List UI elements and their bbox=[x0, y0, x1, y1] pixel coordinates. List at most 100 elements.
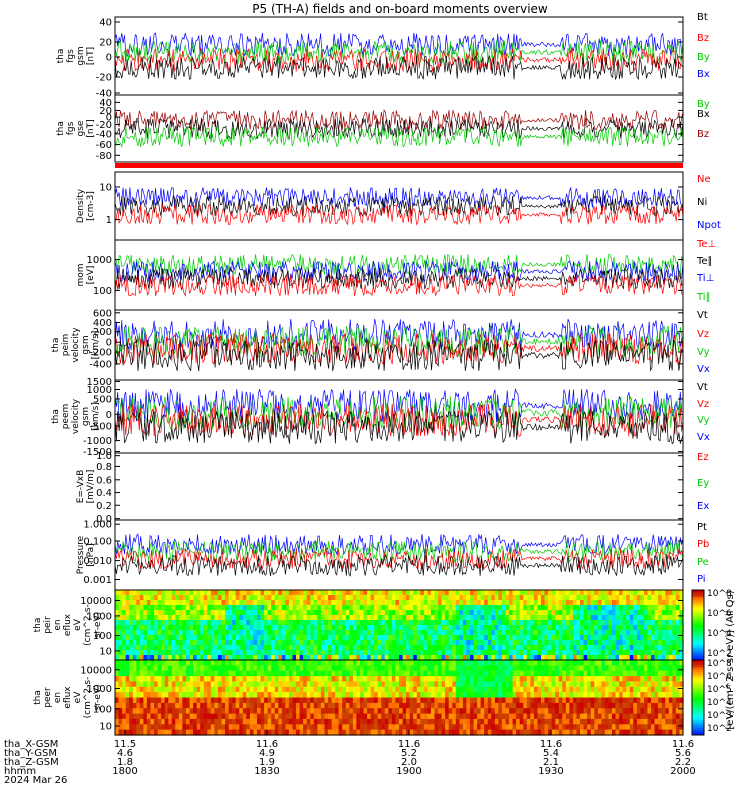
spectrogram-cell bbox=[416, 590, 421, 596]
spectrogram-cell bbox=[335, 605, 340, 611]
spectrogram-cell bbox=[594, 718, 599, 725]
spectrogram-cell bbox=[583, 681, 588, 688]
spectrogram-cell bbox=[367, 615, 372, 621]
colorbar-cell bbox=[692, 692, 704, 696]
spectrogram-cell bbox=[477, 620, 482, 626]
spectrogram-cell bbox=[320, 610, 325, 616]
spectrogram-cell bbox=[523, 615, 528, 621]
spectrogram-cell bbox=[668, 620, 673, 626]
spectrogram-cell bbox=[505, 692, 510, 699]
spectrogram-cell bbox=[299, 615, 304, 621]
spectrogram-cell bbox=[537, 630, 542, 636]
spectrogram-cell bbox=[139, 670, 144, 677]
spectrogram-cell bbox=[232, 702, 237, 709]
spectrogram-cell bbox=[494, 645, 499, 651]
spectrogram-cell bbox=[129, 630, 134, 636]
spectrogram-cell bbox=[498, 620, 503, 626]
spectrogram-cell bbox=[164, 729, 169, 736]
spectrogram-cell bbox=[306, 713, 311, 720]
spectrogram-cell bbox=[533, 729, 538, 736]
spectrogram-cell bbox=[154, 645, 159, 651]
spectrogram-cell bbox=[434, 650, 439, 656]
spectrogram-cell bbox=[551, 655, 556, 661]
spectrogram-cell bbox=[359, 697, 364, 704]
spectrogram-cell bbox=[278, 605, 283, 611]
spectrogram-cell bbox=[604, 595, 609, 601]
spectrogram-cell bbox=[196, 655, 201, 661]
spectrogram-cell bbox=[430, 670, 435, 677]
spectrogram-cell bbox=[278, 635, 283, 641]
spectrogram-cell bbox=[281, 640, 286, 646]
spectrogram-cell bbox=[399, 713, 404, 720]
spectrogram-cell bbox=[331, 676, 336, 683]
spectrogram-cell bbox=[363, 724, 368, 731]
spectrogram-cell bbox=[303, 702, 308, 709]
spectrogram-cell bbox=[207, 630, 212, 636]
spectrogram-cell bbox=[228, 640, 233, 646]
spectrogram-cell bbox=[310, 692, 315, 699]
spectrogram-cell bbox=[115, 708, 120, 715]
spectrogram-cell bbox=[629, 650, 634, 656]
spectrogram-cell bbox=[498, 697, 503, 704]
spectrogram-cell bbox=[604, 670, 609, 677]
spectrogram-cell bbox=[512, 724, 517, 731]
spectrogram-cell bbox=[438, 718, 443, 725]
spectrogram-cell bbox=[115, 681, 120, 688]
spectrogram-cell bbox=[679, 697, 684, 704]
spectrogram-cell bbox=[352, 702, 357, 709]
spectrogram-cell bbox=[555, 660, 560, 666]
spectrogram-cell bbox=[384, 697, 389, 704]
spectrogram-cell bbox=[597, 645, 602, 651]
spectrogram-cell bbox=[189, 620, 194, 626]
spectrogram-cell bbox=[217, 650, 222, 656]
spectrogram-cell bbox=[303, 630, 308, 636]
spectrogram-cell bbox=[129, 718, 134, 725]
spectrogram-cell bbox=[498, 692, 503, 699]
spectrogram-cell bbox=[303, 718, 308, 725]
spectrogram-cell bbox=[675, 595, 680, 601]
spectrogram-cell bbox=[125, 724, 130, 731]
spectrogram-cell bbox=[498, 590, 503, 596]
colorbar-cell bbox=[692, 648, 704, 652]
spectrogram-cell bbox=[445, 655, 450, 661]
series-temperature-Te⊥ bbox=[114, 273, 684, 297]
spectrogram-cell bbox=[427, 729, 432, 736]
spectrogram-cell bbox=[441, 729, 446, 736]
spectrogram-cell bbox=[484, 670, 489, 677]
spectrogram-cell bbox=[228, 630, 233, 636]
spectrogram-cell bbox=[214, 692, 219, 699]
spectrogram-cell bbox=[338, 681, 343, 688]
spectrogram-cell bbox=[182, 708, 187, 715]
spectrogram-cell bbox=[569, 605, 574, 611]
spectrogram-cell bbox=[430, 595, 435, 601]
spectrogram-cell bbox=[264, 670, 269, 677]
spectrogram-cell bbox=[175, 718, 180, 725]
series-pressure-Pe bbox=[114, 540, 684, 563]
spectrogram-cell bbox=[157, 615, 162, 621]
spectrogram-cell bbox=[388, 590, 393, 596]
spectrogram-cell bbox=[207, 697, 212, 704]
spectrogram-cell bbox=[668, 708, 673, 715]
spectrogram-cell bbox=[274, 600, 279, 606]
spectrogram-cell bbox=[150, 650, 155, 656]
spectrogram-cell bbox=[196, 610, 201, 616]
spectrogram-cell bbox=[391, 708, 396, 715]
spectrogram-cell bbox=[565, 640, 570, 646]
spectrogram-cell bbox=[512, 590, 517, 596]
spectrogram-cell bbox=[292, 655, 297, 661]
spectrogram-cell bbox=[562, 620, 567, 626]
spectrogram-cell bbox=[292, 620, 297, 626]
spectrogram-cell bbox=[612, 635, 617, 641]
spectrogram-cell bbox=[526, 610, 531, 616]
spectrogram-cell bbox=[484, 676, 489, 683]
spectrogram-cell bbox=[175, 630, 180, 636]
spectrogram-cell bbox=[640, 724, 645, 731]
spectrogram-cell bbox=[416, 702, 421, 709]
spectrogram-cell bbox=[157, 660, 162, 666]
spectrogram-cell bbox=[320, 724, 325, 731]
spectrogram-cell bbox=[427, 635, 432, 641]
spectrogram-cell bbox=[395, 681, 400, 688]
spectrogram-cell bbox=[580, 681, 585, 688]
spectrogram-cell bbox=[186, 625, 191, 631]
spectrogram-cell bbox=[264, 615, 269, 621]
